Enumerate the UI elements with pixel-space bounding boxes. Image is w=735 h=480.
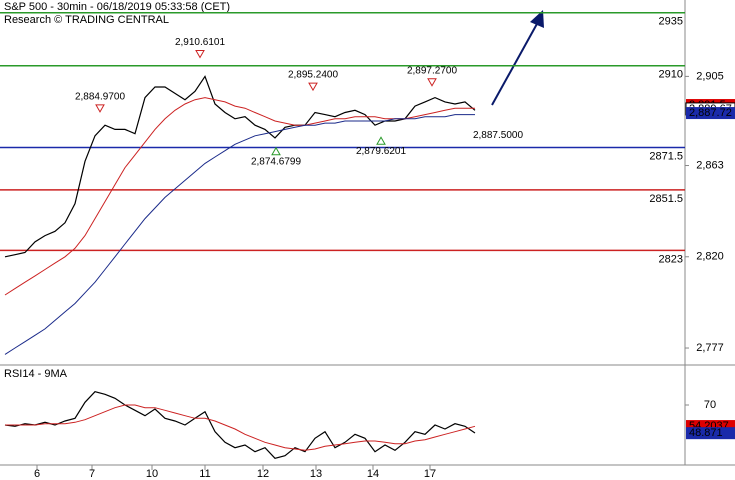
annotation-label: 2,887.5000	[473, 130, 523, 141]
x-tick-label: 7	[89, 468, 95, 480]
arrow-head	[530, 10, 544, 28]
x-tick-label: 14	[367, 468, 379, 480]
series-line	[4, 75, 476, 258]
high-marker	[195, 49, 205, 59]
x-tick-label: 11	[199, 468, 210, 480]
level-label: 2823	[659, 253, 683, 265]
annotation-label: 2,884.9700	[75, 92, 125, 103]
high-marker	[95, 104, 105, 113]
y-tick-label: 70	[704, 399, 716, 411]
level-label: 2871.5	[649, 150, 683, 162]
level-label: 2935	[659, 16, 683, 28]
y-tick-label: 2,863	[696, 159, 724, 171]
level-label: 2851.5	[649, 193, 683, 205]
annotation-label: 2,910.6101	[175, 37, 225, 48]
rsi-title: RSI14 - 9MA	[4, 368, 68, 380]
series-line	[4, 114, 475, 355]
forecast-arrow	[491, 21, 539, 106]
low-marker	[376, 136, 386, 145]
price-tag	[686, 427, 735, 440]
price-tag-label: 48.871	[689, 427, 723, 439]
annotation-label: 2,879.6201	[356, 146, 406, 157]
x-tick-label: 10	[146, 468, 158, 480]
annotation-label: 2,895.2400	[288, 70, 338, 81]
x-tick-label: 6	[34, 468, 40, 480]
high-marker	[308, 82, 318, 92]
high-marker	[427, 78, 437, 87]
chart-title: S&P 500 - 30min - 06/18/2019 05:33:58 (C…	[4, 1, 230, 13]
annotation-label: 2,874.6799	[251, 156, 301, 167]
chart-subtitle: Research © TRADING CENTRAL	[4, 14, 169, 26]
x-tick-label: 12	[257, 468, 269, 480]
x-tick-label: 17	[424, 468, 436, 480]
y-tick-label: 2,820	[696, 251, 724, 263]
level-label: 2910	[659, 69, 683, 81]
low-marker	[271, 146, 281, 156]
x-tick-label: 13	[310, 468, 322, 480]
series-line	[5, 404, 476, 451]
y-tick-label: 2,777	[696, 342, 724, 354]
annotation-label: 2,897.2700	[407, 65, 457, 76]
price-tag-label: 2,887.72	[689, 107, 732, 119]
y-tick-label: 2,905	[696, 70, 724, 82]
price-tag	[686, 107, 735, 120]
series-line	[4, 391, 476, 459]
